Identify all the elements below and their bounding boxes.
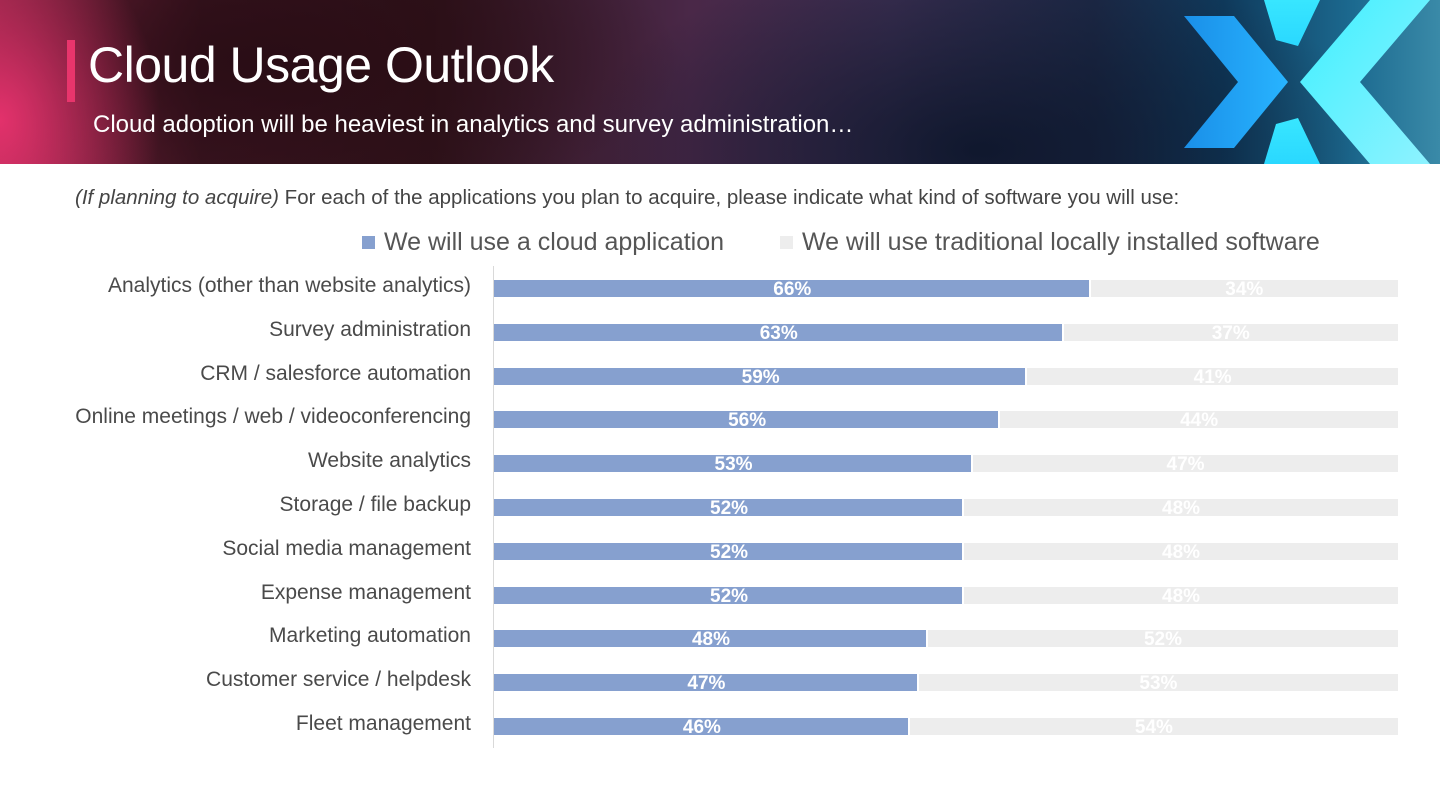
question-qualifier: (If planning to acquire) — [75, 186, 279, 209]
bar-cloud — [494, 586, 963, 604]
bar-local — [964, 499, 1398, 516]
data-label-cloud: 52% — [710, 585, 749, 607]
data-label-cloud: 52% — [710, 498, 749, 519]
brand-x-chevron-logo-icon — [1184, 0, 1430, 164]
data-label-local: 52% — [1143, 629, 1182, 651]
category-label: Survey administration — [269, 317, 471, 341]
bar-local — [1063, 323, 1398, 341]
logo-right-chevron — [1300, 0, 1430, 164]
logo-left-chevron — [1184, 16, 1288, 148]
data-label-cloud: 59% — [741, 366, 780, 388]
bar-cloud — [494, 455, 972, 473]
bar-local — [964, 542, 1398, 560]
bar-cloud — [494, 499, 963, 516]
legend-swatch-cloud — [362, 236, 375, 249]
data-label-cloud: 47% — [687, 673, 726, 695]
data-label-local: 53% — [1139, 673, 1178, 695]
bar-local — [927, 630, 1398, 648]
bar-cloud — [494, 280, 1089, 297]
data-label-local: 34% — [1225, 279, 1264, 300]
bar-cloud — [494, 411, 999, 429]
category-label: Fleet management — [295, 712, 471, 735]
category-label: Expense management — [260, 580, 471, 604]
stacked-bar-chart: Analytics (other than website analytics)… — [0, 266, 1440, 750]
question-text: For each of the applications you plan to… — [278, 186, 1180, 209]
data-label-cloud: 48% — [691, 629, 730, 651]
category-label: Website analytics — [307, 449, 471, 473]
title-accent-bar — [67, 40, 75, 102]
bar-local — [909, 718, 1398, 735]
bar-local — [964, 586, 1398, 604]
data-label-cloud: 46% — [682, 717, 721, 738]
bar-local — [973, 455, 1398, 473]
bar-cloud — [494, 323, 1062, 341]
page-title: Cloud Usage Outlook — [88, 37, 554, 93]
data-label-local: 44% — [1180, 410, 1219, 432]
page-subtitle: Cloud adoption will be heaviest in analy… — [93, 111, 854, 138]
bar-cloud — [494, 542, 963, 560]
data-label-local: 37% — [1211, 322, 1250, 344]
legend-item-local: We will use traditional locally installe… — [780, 228, 1320, 257]
logo-top-stem — [1264, 0, 1320, 46]
data-label-local: 47% — [1166, 454, 1205, 476]
category-label: Storage / file backup — [279, 493, 471, 516]
bar-local — [1090, 280, 1398, 297]
category-axis-line — [493, 266, 494, 748]
legend-item-cloud: We will use a cloud application — [362, 228, 724, 257]
survey-question: (If planning to acquire) For each of the… — [75, 186, 1179, 210]
bar-cloud — [494, 718, 908, 735]
category-label: Marketing automation — [269, 624, 471, 648]
bar-local — [1027, 367, 1398, 385]
category-label: Customer service / helpdesk — [206, 668, 471, 692]
data-label-cloud: 66% — [773, 279, 812, 300]
bar-cloud — [494, 630, 926, 648]
category-label: Analytics (other than website analytics) — [108, 274, 471, 297]
header-banner: Cloud Usage Outlook Cloud adoption will … — [0, 0, 1440, 164]
category-label: Online meetings / web / videoconferencin… — [75, 405, 471, 429]
category-label: Social media management — [222, 536, 471, 560]
bar-cloud — [494, 674, 917, 692]
bar-local — [918, 674, 1398, 692]
data-label-local: 48% — [1162, 541, 1201, 563]
data-label-cloud: 52% — [710, 541, 749, 563]
data-label-cloud: 56% — [728, 410, 767, 432]
data-label-cloud: 53% — [714, 454, 753, 476]
logo-bottom-stem — [1264, 118, 1320, 164]
bar-cloud — [494, 367, 1026, 385]
legend-label-cloud: We will use a cloud application — [384, 228, 725, 256]
data-label-local: 54% — [1134, 717, 1173, 738]
category-label: CRM / salesforce automation — [200, 361, 471, 385]
data-label-local: 48% — [1162, 585, 1201, 607]
bar-local — [1000, 411, 1398, 429]
data-label-local: 48% — [1162, 498, 1201, 519]
data-label-cloud: 63% — [759, 322, 798, 344]
legend-swatch-local — [780, 236, 794, 249]
data-label-local: 41% — [1193, 366, 1232, 388]
legend-label-local: We will use traditional locally installe… — [802, 228, 1320, 256]
chart-legend: We will use a cloud application We will … — [362, 228, 1320, 257]
